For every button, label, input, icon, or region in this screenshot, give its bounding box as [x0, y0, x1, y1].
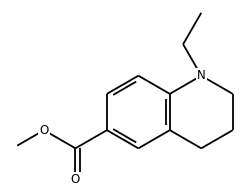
Text: N: N	[197, 69, 206, 82]
Text: O: O	[40, 124, 49, 137]
Text: O: O	[71, 173, 80, 186]
